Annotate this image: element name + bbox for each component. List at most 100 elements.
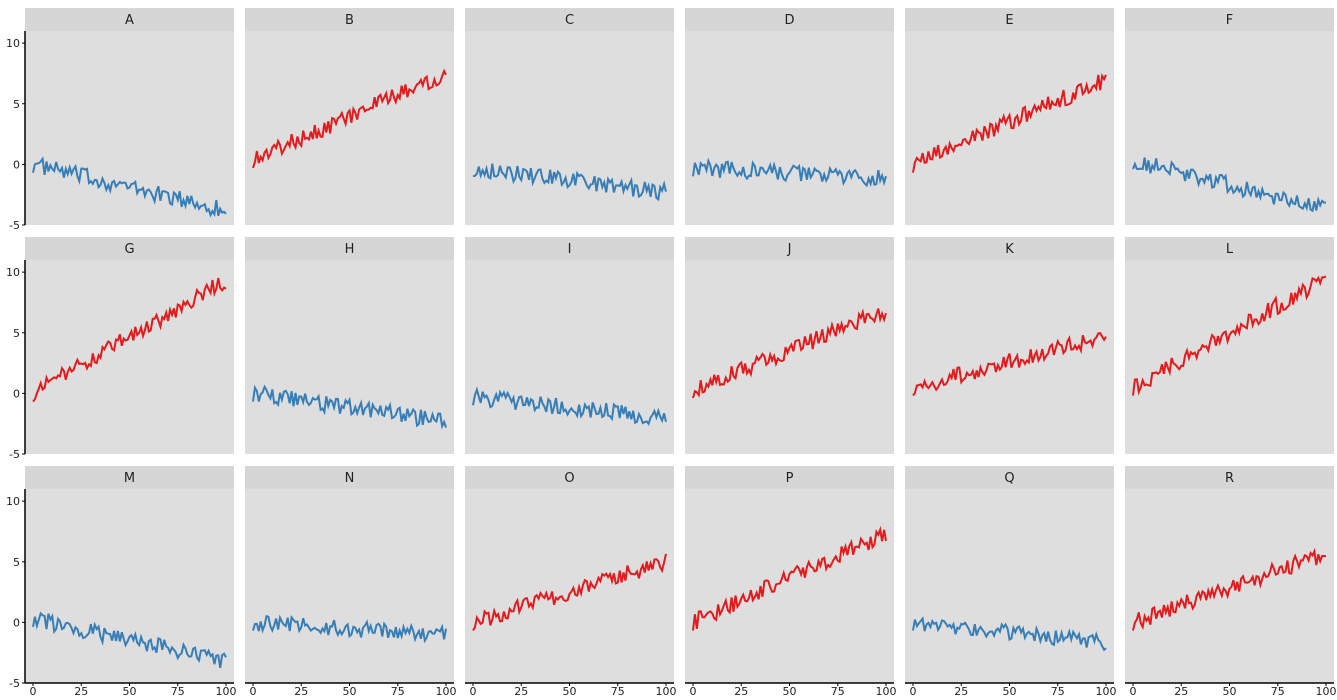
x-tick-label: 25 xyxy=(954,685,968,696)
panel-label-d: D xyxy=(784,13,794,28)
panel-strip-r xyxy=(1125,466,1334,489)
series-line-b xyxy=(252,68,447,169)
panel-strip-d xyxy=(685,8,894,31)
x-tick-label: 50 xyxy=(1223,685,1237,696)
x-tick-label: 0 xyxy=(690,685,697,696)
panel-strip-c xyxy=(465,8,674,31)
series-line-i xyxy=(472,386,667,426)
panel-bg-a xyxy=(25,31,234,225)
x-tick-label: 50 xyxy=(783,685,797,696)
series-line-k xyxy=(912,332,1107,397)
x-tick-label: 50 xyxy=(1003,685,1017,696)
series-line-h xyxy=(252,384,447,430)
panel-bg-c xyxy=(465,31,674,225)
series-line-g xyxy=(32,277,227,403)
panel-label-p: P xyxy=(786,471,794,486)
panel-label-i: I xyxy=(568,242,572,257)
x-tick-label: 100 xyxy=(1096,685,1117,696)
panel-bg-e xyxy=(905,31,1114,225)
x-tick-label: 25 xyxy=(734,685,748,696)
x-tick-label: 75 xyxy=(831,685,845,696)
panel-bg-r xyxy=(1125,489,1334,683)
panel-bg-b xyxy=(245,31,454,225)
x-tick-label: 25 xyxy=(514,685,528,696)
y-tick-label: 10 xyxy=(6,266,20,279)
series-line-e xyxy=(912,72,1107,173)
x-tick-label: 100 xyxy=(436,685,457,696)
panel-bg-g xyxy=(25,260,234,454)
x-tick-label: 75 xyxy=(171,685,185,696)
panel-bg-o xyxy=(465,489,674,683)
panel-label-f: F xyxy=(1226,13,1233,28)
panel-label-l: L xyxy=(1226,242,1234,257)
x-tick-label: 25 xyxy=(294,685,308,696)
panel-label-r: R xyxy=(1225,471,1234,486)
x-tick-label: 75 xyxy=(611,685,625,696)
panel-strip-h xyxy=(245,237,454,260)
series-line-l xyxy=(1132,275,1327,396)
series-line-m xyxy=(32,611,227,669)
series-line-c xyxy=(472,163,667,202)
x-tick-label: 50 xyxy=(343,685,357,696)
panel-label-n: N xyxy=(345,471,355,486)
x-tick-label: 25 xyxy=(74,685,88,696)
y-tick-label: -5 xyxy=(9,219,20,232)
panel-label-b: B xyxy=(345,13,354,28)
panel-label-e: E xyxy=(1005,13,1013,28)
panel-label-g: G xyxy=(124,242,134,257)
x-tick-label: 0 xyxy=(470,685,477,696)
y-tick-label: 5 xyxy=(13,327,20,340)
x-tick-label: 0 xyxy=(1130,685,1137,696)
series-line-a xyxy=(32,156,227,218)
x-tick-label: 75 xyxy=(391,685,405,696)
panel-strip-b xyxy=(245,8,454,31)
series-line-r xyxy=(1132,547,1327,631)
panel-label-j: J xyxy=(787,242,792,257)
panel-bg-i xyxy=(465,260,674,454)
panel-strip-o xyxy=(465,466,674,489)
panel-label-m: M xyxy=(124,471,135,486)
panel-strip-j xyxy=(685,237,894,260)
y-tick-label: -5 xyxy=(9,677,20,690)
y-tick-label: 0 xyxy=(13,387,20,400)
panel-strip-a xyxy=(25,8,234,31)
panel-label-q: Q xyxy=(1004,471,1014,486)
panel-strip-p xyxy=(685,466,894,489)
panel-strip-q xyxy=(905,466,1114,489)
panel-bg-j xyxy=(685,260,894,454)
series-line-f xyxy=(1132,157,1327,213)
series-line-j xyxy=(692,308,887,399)
x-tick-label: 0 xyxy=(250,685,257,696)
x-tick-label: 0 xyxy=(910,685,917,696)
panel-strip-n xyxy=(245,466,454,489)
panel-strip-l xyxy=(1125,237,1334,260)
panel-strip-e xyxy=(905,8,1114,31)
series-line-p xyxy=(692,525,887,631)
series-line-o xyxy=(472,553,667,632)
panel-label-k: K xyxy=(1005,242,1014,257)
y-tick-label: 5 xyxy=(13,556,20,569)
panel-bg-n xyxy=(245,489,454,683)
panel-label-h: H xyxy=(345,242,355,257)
y-tick-label: -5 xyxy=(9,448,20,461)
panel-label-a: A xyxy=(125,13,134,28)
panel-bg-m xyxy=(25,489,234,683)
y-tick-label: 0 xyxy=(13,616,20,629)
panel-bg-f xyxy=(1125,31,1334,225)
series-line-d xyxy=(692,157,887,188)
x-tick-label: 100 xyxy=(876,685,897,696)
panel-strip-i xyxy=(465,237,674,260)
x-tick-label: 75 xyxy=(1271,685,1285,696)
series-line-q xyxy=(912,616,1107,652)
x-tick-label: 50 xyxy=(563,685,577,696)
y-tick-label: 0 xyxy=(13,158,20,171)
panel-strip-k xyxy=(905,237,1114,260)
x-tick-label: 50 xyxy=(123,685,137,696)
x-tick-label: 100 xyxy=(216,685,237,696)
panel-strip-m xyxy=(25,466,234,489)
x-tick-label: 0 xyxy=(30,685,37,696)
x-tick-label: 25 xyxy=(1174,685,1188,696)
y-tick-label: 5 xyxy=(13,98,20,111)
